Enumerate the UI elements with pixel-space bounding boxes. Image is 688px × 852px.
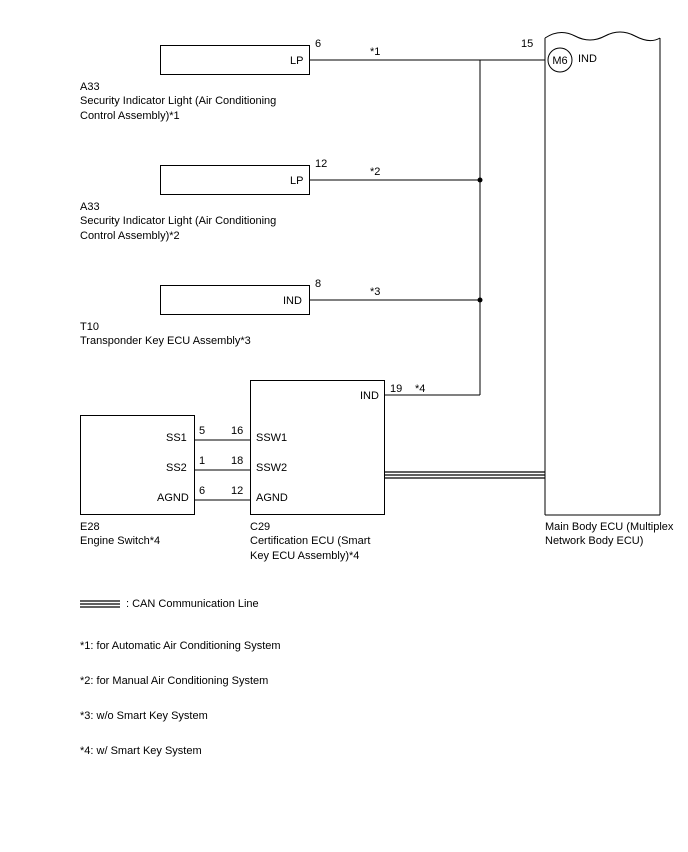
pinnum-c29-agnd: 12 [231,485,243,497]
pin-t10-ind: IND [283,295,302,307]
pinnum-c29-ind: 19 [390,383,402,395]
pinnum-a33-2-lp: 12 [315,158,327,170]
wire-label-2: *2 [370,166,380,178]
legend-can-label: : CAN Communication Line [126,598,259,610]
pin-c29-ssw2: SSW2 [256,462,287,474]
title-e28: E28 Engine Switch*4 [80,520,230,549]
wire-label-1: *1 [370,46,380,58]
pinnum-e28-ss2: 1 [199,455,205,467]
legend-note-1: *1: for Automatic Air Conditioning Syste… [80,640,281,652]
pinnum-t10-ind: 8 [315,278,321,290]
pin-a33-1-lp: LP [290,55,303,67]
pin-e28-ss1: SS1 [166,432,187,444]
pin-e28-agnd: AGND [157,492,189,504]
node-a33-1 [160,45,310,75]
pinnum-a33-1-lp: 6 [315,38,321,50]
pin-a33-2-lp: LP [290,175,303,187]
pinnum-e28-ss1: 5 [199,425,205,437]
svg-text:M6: M6 [552,55,567,67]
title-main-body: Main Body ECU (MultiplexNetwork Body ECU… [545,520,688,549]
pinnum-e28-agnd: 6 [199,485,205,497]
legend-note-3: *3: w/o Smart Key System [80,710,208,722]
title-a33-2: A33 Security Indicator Light (Air Condit… [80,200,330,243]
pin-c29-ssw1: SSW1 [256,432,287,444]
pin-c29-ind: IND [360,390,379,402]
wire-label-3: *3 [370,286,380,298]
pin-main-ind: IND [578,53,597,65]
legend-note-4: *4: w/ Smart Key System [80,745,202,757]
title-a33-1: A33 Security Indicator Light (Air Condit… [80,80,330,123]
node-a33-2 [160,165,310,195]
legend-can: : CAN Communication Line [80,598,259,610]
wire-label-4: *4 [415,383,425,395]
title-c29: C29 Certification ECU (SmartKey ECU Asse… [250,520,410,563]
title-t10: T10 Transponder Key ECU Assembly*3 [80,320,330,349]
pinnum-c29-ssw2: 18 [231,455,243,467]
legend-note-2: *2: for Manual Air Conditioning System [80,675,268,687]
pinnum-main-ind: 15 [521,38,533,50]
pin-e28-ss2: SS2 [166,462,187,474]
pin-c29-agnd: AGND [256,492,288,504]
pinnum-c29-ssw1: 16 [231,425,243,437]
